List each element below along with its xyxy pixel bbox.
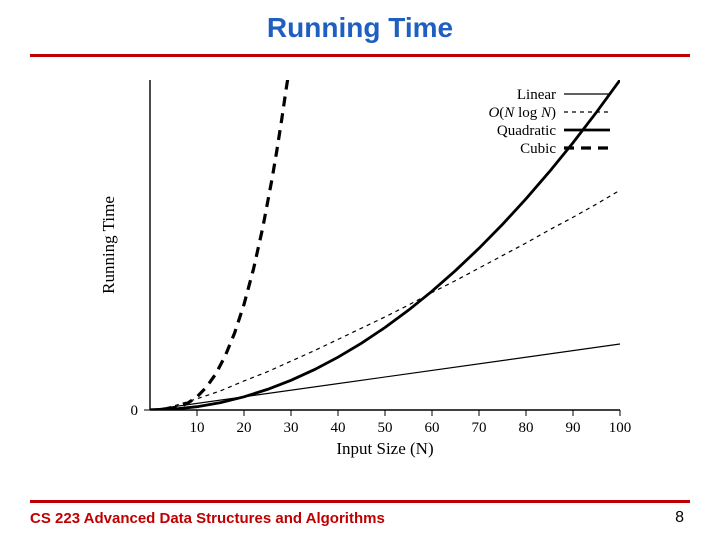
- legend-label-Linear: Linear: [517, 87, 556, 103]
- x-tick-label: 100: [609, 420, 632, 436]
- x-tick-label: 10: [190, 420, 205, 436]
- x-axis-label: Input Size (N): [336, 439, 433, 458]
- x-tick-label: 30: [284, 420, 299, 436]
- x-tick-label: 90: [566, 420, 581, 436]
- running-time-chart: 10 20 30 40 50 60 70 80 90 100 0 Input Size (N) Runn…: [90, 70, 650, 470]
- x-tick-label: 60: [425, 420, 440, 436]
- chart-svg: 10 20 30 40 50 60 70 80 90 100 0 Input Size (N) Runn…: [90, 70, 650, 470]
- legend-label-NlogN: O(N log N): [488, 105, 556, 121]
- y-axis-label: Running Time: [99, 196, 118, 294]
- footer-course-text: CS 223 Advanced Data Structures and Algo…: [30, 510, 385, 527]
- title-divider: [30, 54, 690, 57]
- slide-footer: CS 223 Advanced Data Structures and Algo…: [0, 500, 720, 540]
- x-tick-label: 50: [378, 420, 393, 436]
- x-tick-label: 20: [237, 420, 252, 436]
- page-number: 8: [675, 509, 684, 527]
- series-Linear: [150, 344, 620, 410]
- y-tick-label: 0: [131, 403, 139, 419]
- legend-label-Quadratic: Quadratic: [497, 123, 556, 139]
- legend-label-Cubic: Cubic: [520, 141, 556, 157]
- x-tick-label: 40: [331, 420, 346, 436]
- series-Cubic: [150, 73, 289, 410]
- x-tick-label: 80: [519, 420, 534, 436]
- slide-title: Running Time: [0, 12, 720, 44]
- x-tick-label: 70: [472, 420, 487, 436]
